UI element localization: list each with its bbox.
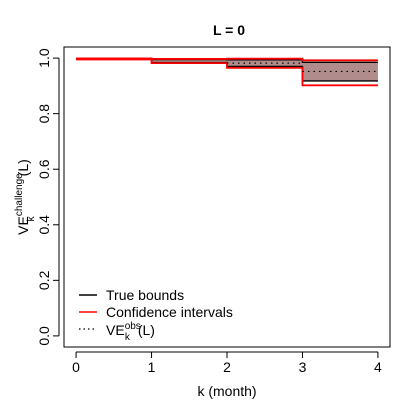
x-axis-label: k (month) xyxy=(197,383,256,399)
confidence-intervals-series xyxy=(76,57,378,87)
y-tick-label-0: 0.0 xyxy=(36,326,52,346)
x-tick-label-3: 3 xyxy=(299,359,307,375)
x-tick-label-2: 2 xyxy=(223,359,231,375)
plot-frame xyxy=(63,46,391,348)
y-tick-label-3: 0.6 xyxy=(36,159,52,179)
x-tick-label-1: 1 xyxy=(148,359,156,375)
ci-upper-step xyxy=(76,57,378,62)
x-axis: 0 1 2 3 4 xyxy=(72,351,382,375)
x-tick-label-4: 4 xyxy=(374,359,382,375)
y-tick-label-5: 1.0 xyxy=(36,48,52,68)
y-tick-label-4: 0.8 xyxy=(36,104,52,124)
legend: True bounds Confidence intervals VEobs k(… xyxy=(79,287,233,343)
legend-label-observed: VEobs k (L) xyxy=(106,321,155,343)
x-tick-label-0: 0 xyxy=(72,359,80,375)
shaded-bound-1 xyxy=(151,59,227,63)
ci-lower-step xyxy=(76,58,378,87)
legend-label-true-bounds: True bounds xyxy=(106,287,184,303)
shaded-bounds xyxy=(151,59,378,81)
legend-label-confidence-intervals: Confidence intervals xyxy=(106,304,233,320)
chart-title: L = 0 xyxy=(213,22,245,38)
shaded-bound-3 xyxy=(302,62,378,81)
y-tick-label-2: 0.4 xyxy=(36,215,52,235)
shaded-bound-2 xyxy=(227,59,303,67)
y-tick-label-1: 0.2 xyxy=(36,270,52,290)
plot-area xyxy=(63,46,391,348)
y-axis-label: VEchallengek(L) xyxy=(14,159,37,235)
y-axis: 0.0 0.2 0.4 0.6 0.8 1.0 xyxy=(36,48,60,346)
